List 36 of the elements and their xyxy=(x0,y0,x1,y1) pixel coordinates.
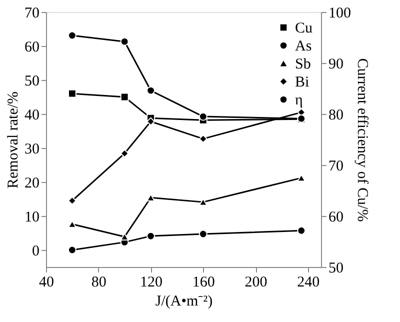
y2-tick-label: 70 xyxy=(328,158,344,174)
y2-tick-label: 50 xyxy=(328,260,344,276)
y-tick-label: 60 xyxy=(24,40,40,56)
point xyxy=(68,89,76,98)
point xyxy=(146,232,155,240)
point xyxy=(120,92,129,102)
x-axis-title: J/(A•m⁻²) xyxy=(155,294,213,310)
x-tick-label: 240 xyxy=(297,274,320,290)
point xyxy=(146,86,155,95)
point xyxy=(297,226,306,235)
y-axis-title: Removal rate/% xyxy=(6,91,22,189)
legend-label: η xyxy=(295,92,303,108)
y2-axis-title: Current efficiency of Cu/% xyxy=(354,58,370,222)
y-tick-label: 70 xyxy=(24,6,40,22)
y2-tick-label: 90 xyxy=(328,56,344,72)
y2-tick-label: 80 xyxy=(328,108,344,124)
legend-label: Sb xyxy=(295,56,311,72)
legend-label: Cu xyxy=(295,20,314,36)
y-tick-label: 10 xyxy=(24,210,40,226)
x-tick-label: 200 xyxy=(244,274,268,290)
y-tick-label: 40 xyxy=(24,108,40,124)
y2-tick-label: 100 xyxy=(328,6,351,22)
x-tick-label: 80 xyxy=(91,274,106,290)
point xyxy=(120,37,129,46)
legend-label: As xyxy=(295,38,312,54)
y-tick-label: 30 xyxy=(24,142,40,158)
legend-label: Bi xyxy=(295,74,310,90)
x-tick-label: 160 xyxy=(192,274,215,290)
x-tick-label: 40 xyxy=(39,274,54,290)
y-tick-label: 50 xyxy=(24,74,40,90)
point xyxy=(198,230,208,238)
x-tick-label: 120 xyxy=(140,274,163,290)
y-tick-label: 20 xyxy=(24,176,40,192)
y-tick-label: 0 xyxy=(32,244,40,260)
point xyxy=(198,112,208,121)
y2-tick-label: 60 xyxy=(328,210,344,226)
